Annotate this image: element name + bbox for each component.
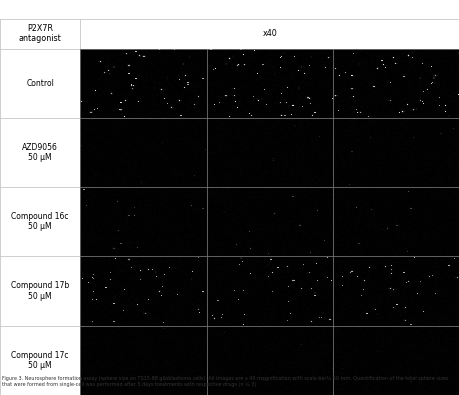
Text: Figure 3. Neurosphere formation assay (sphere size on TS15-88 glioblastoma cells: Figure 3. Neurosphere formation assay (s… bbox=[2, 376, 448, 387]
Text: Compound 16c
50 μM: Compound 16c 50 μM bbox=[11, 212, 69, 231]
Text: Compound 17c
50 μM: Compound 17c 50 μM bbox=[11, 351, 69, 370]
Text: Compound 17b
50 μM: Compound 17b 50 μM bbox=[11, 281, 69, 301]
Text: Control: Control bbox=[26, 79, 54, 88]
Text: x40: x40 bbox=[262, 29, 277, 38]
Text: P2X7R
antagonist: P2X7R antagonist bbox=[19, 24, 62, 43]
Text: AZD9056
50 μM: AZD9056 50 μM bbox=[22, 143, 58, 162]
